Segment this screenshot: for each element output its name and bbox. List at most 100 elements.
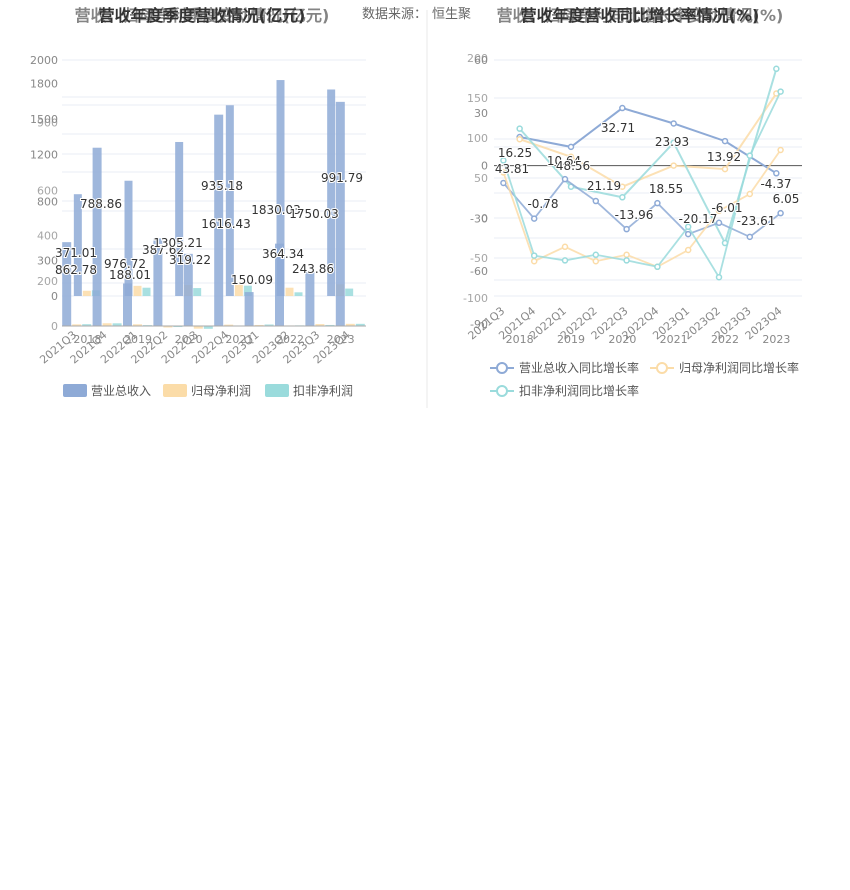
- line-point: [715, 219, 723, 227]
- y-tick-label: 900: [37, 117, 58, 130]
- x-tick-label: 2018: [506, 333, 534, 346]
- bar-data-label: 1750.03: [289, 207, 339, 221]
- legend-swatch: [63, 384, 87, 397]
- point-data-label: 6.05: [773, 192, 800, 206]
- line-point: [746, 233, 754, 241]
- y-tick-label: 50: [474, 172, 488, 185]
- point-data-label: 23.93: [655, 135, 689, 149]
- line-point: [561, 257, 569, 264]
- point-data-label: 18.55: [649, 182, 683, 196]
- line-point: [530, 215, 538, 222]
- bar-quarterly: [112, 323, 122, 326]
- bar-quarterly: [193, 326, 203, 329]
- bar-quarterly: [355, 323, 365, 326]
- line-point: [746, 190, 754, 198]
- bar-data-label: 188.01: [109, 268, 151, 282]
- legend-label: 营业总收入: [91, 384, 151, 398]
- bar-quarterly: [82, 324, 92, 326]
- x-tick-label: 2023: [762, 333, 790, 346]
- line-point: [567, 143, 575, 151]
- bar-quarterly: [315, 324, 325, 326]
- y-tick-label: 200: [467, 52, 488, 65]
- y-tick-label: 0: [51, 290, 58, 303]
- point-data-label: -23.61: [737, 214, 776, 228]
- x-tick-label: 2019: [124, 333, 152, 346]
- x-tick-label: 2022: [276, 333, 304, 346]
- bar-data-label: 935.18: [201, 179, 243, 193]
- x-tick-label: 2023: [327, 333, 355, 346]
- legend-swatch: [265, 384, 289, 397]
- y-tick-label: 1200: [30, 148, 58, 161]
- bar-data-label: 1830.03: [251, 203, 301, 217]
- line-point: [619, 104, 626, 112]
- x-tick-label: 2020: [175, 333, 203, 346]
- bar-quarterly: [183, 253, 193, 326]
- bar-annual: [327, 89, 336, 296]
- bar-quarterly: [92, 147, 102, 326]
- bar-annual: [193, 288, 202, 296]
- x-tick-label: 2021: [660, 333, 688, 346]
- line-point: [715, 273, 723, 281]
- point-data-label: 10.64: [547, 154, 581, 168]
- y-tick-label: -50: [470, 252, 488, 265]
- bar-annual: [243, 285, 252, 296]
- line-point: [684, 223, 692, 231]
- line-point: [715, 207, 723, 215]
- bar-quarterly: [72, 324, 82, 326]
- bar-quarterly: [345, 323, 355, 326]
- x-tick-label: 2019: [557, 333, 585, 346]
- line-point: [567, 153, 575, 161]
- line-point: [623, 251, 630, 259]
- line-point: [592, 257, 600, 265]
- bar-quarterly: [275, 243, 284, 326]
- bar-data-label: 243.86: [292, 262, 334, 276]
- right-chart-title: 营收年度营收同比增长率情况(%): [521, 6, 760, 25]
- bar-annual: [345, 288, 354, 296]
- line-point: [654, 199, 661, 207]
- line-point: [619, 183, 626, 190]
- line-point: [670, 162, 677, 169]
- point-data-label: 32.71: [601, 121, 635, 135]
- source-name: 恒生聚: [432, 7, 471, 22]
- point-data-label: 13.92: [707, 150, 741, 164]
- y-tick-label: 30: [474, 107, 488, 120]
- bar-data-label: 976.72: [104, 257, 146, 271]
- y-tick-label: 1800: [30, 78, 58, 91]
- line-point: [561, 243, 569, 251]
- line-point: [684, 230, 692, 238]
- x-tick-label: 2020: [608, 333, 636, 346]
- line-point: [592, 251, 600, 259]
- bar-quarterly: [325, 324, 335, 326]
- source-prefix: 数据来源：: [362, 7, 427, 22]
- line-point: [684, 246, 692, 254]
- line-point: [777, 209, 784, 217]
- point-data-label: -0.78: [527, 197, 558, 211]
- y-tick-label: 300: [37, 255, 58, 268]
- bar-data-label: 150.09: [231, 273, 273, 287]
- bar-annual: [73, 194, 82, 296]
- line-point: [670, 139, 677, 146]
- y-tick-label: 200: [37, 275, 58, 288]
- bar-data-label: 364.34: [262, 247, 304, 261]
- line-point: [777, 146, 784, 154]
- bar-quarterly: [224, 324, 234, 326]
- y-tick-label: -100: [463, 292, 488, 305]
- line-point: [746, 152, 754, 159]
- legend-marker: [496, 362, 508, 374]
- line-point: [500, 169, 507, 176]
- y-tick-label: 2000: [30, 54, 58, 67]
- bar-quarterly: [244, 292, 254, 326]
- legend-label: 营业总收入同比增长率: [519, 360, 639, 375]
- bar-quarterly: [133, 324, 142, 326]
- bar-data-label: 387.62: [142, 243, 184, 257]
- bar-annual: [294, 292, 303, 296]
- legend-label: 扣非净利润同比增长率: [519, 383, 639, 398]
- y-tick-label: 60: [474, 54, 488, 67]
- legend-label: 扣非净利润: [293, 384, 353, 398]
- bar-data-label: 788.86: [80, 197, 122, 211]
- bar-annual: [142, 287, 151, 296]
- point-data-label: -6.01: [711, 201, 742, 215]
- point-data-label: 21.19: [587, 179, 621, 193]
- y-tick-label: 400: [37, 230, 58, 243]
